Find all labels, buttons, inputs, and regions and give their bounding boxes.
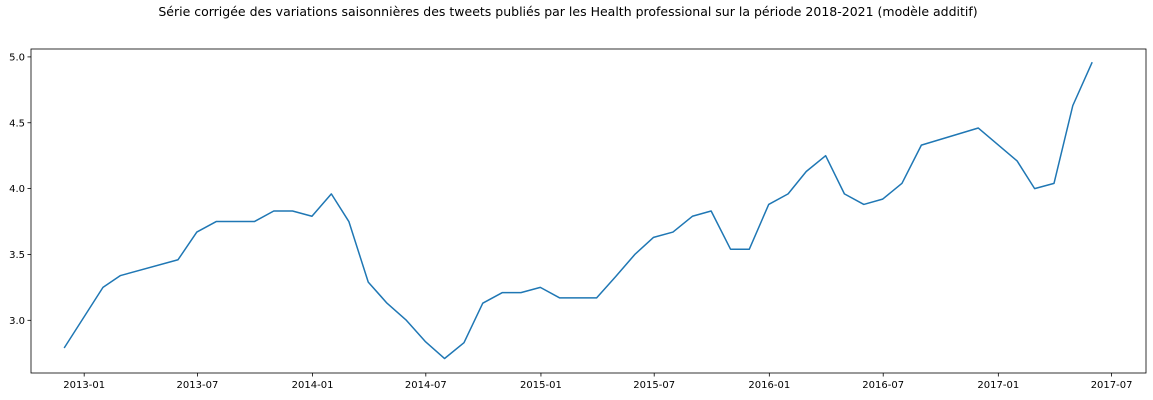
x-tick-label: 2016-01 xyxy=(748,380,790,391)
x-tick-label: 2014-01 xyxy=(292,380,334,391)
axes: 2013-01 2013-07 2014-01 2014-07 2015-01 2015-… xyxy=(9,48,1147,391)
y-tick-label: 4.5 xyxy=(9,118,25,129)
x-tick-label: 2013-01 xyxy=(63,380,105,391)
y-tick-label: 5.0 xyxy=(9,52,25,63)
series-line-0 xyxy=(63,61,1093,360)
series-layer xyxy=(63,61,1093,360)
y-tick-label: 4.0 xyxy=(9,184,25,195)
x-tick-label: 2013-07 xyxy=(177,380,219,391)
y-tick-label: 3.5 xyxy=(9,250,25,261)
x-tick-label: 2015-07 xyxy=(633,380,675,391)
x-tick-label: 2016-07 xyxy=(862,380,904,391)
x-tick-label: 2017-01 xyxy=(977,380,1019,391)
y-tick-label: 3.0 xyxy=(9,316,25,327)
axes-frame xyxy=(30,48,1147,374)
x-tick-label: 2017-07 xyxy=(1091,380,1133,391)
x-tick-label: 2014-07 xyxy=(405,380,447,391)
chart-title: Série corrigée des variations saisonnièr… xyxy=(158,4,977,19)
x-tick-label: 2015-01 xyxy=(520,380,562,391)
